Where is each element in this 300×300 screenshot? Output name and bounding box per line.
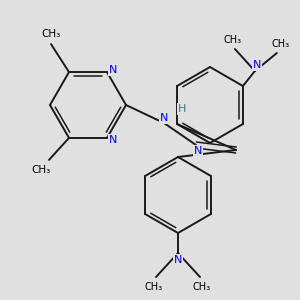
Text: N: N [109,65,117,75]
Text: N: N [109,135,117,145]
Text: H: H [178,104,186,114]
Text: CH₃: CH₃ [272,39,290,49]
Text: N: N [253,60,261,70]
Text: CH₃: CH₃ [224,35,242,45]
Text: CH₃: CH₃ [41,29,61,39]
Text: CH₃: CH₃ [193,282,211,292]
Text: N: N [160,113,168,123]
Text: CH₃: CH₃ [32,165,51,175]
Text: CH₃: CH₃ [145,282,163,292]
Text: N: N [174,255,182,265]
Text: N: N [194,146,202,156]
